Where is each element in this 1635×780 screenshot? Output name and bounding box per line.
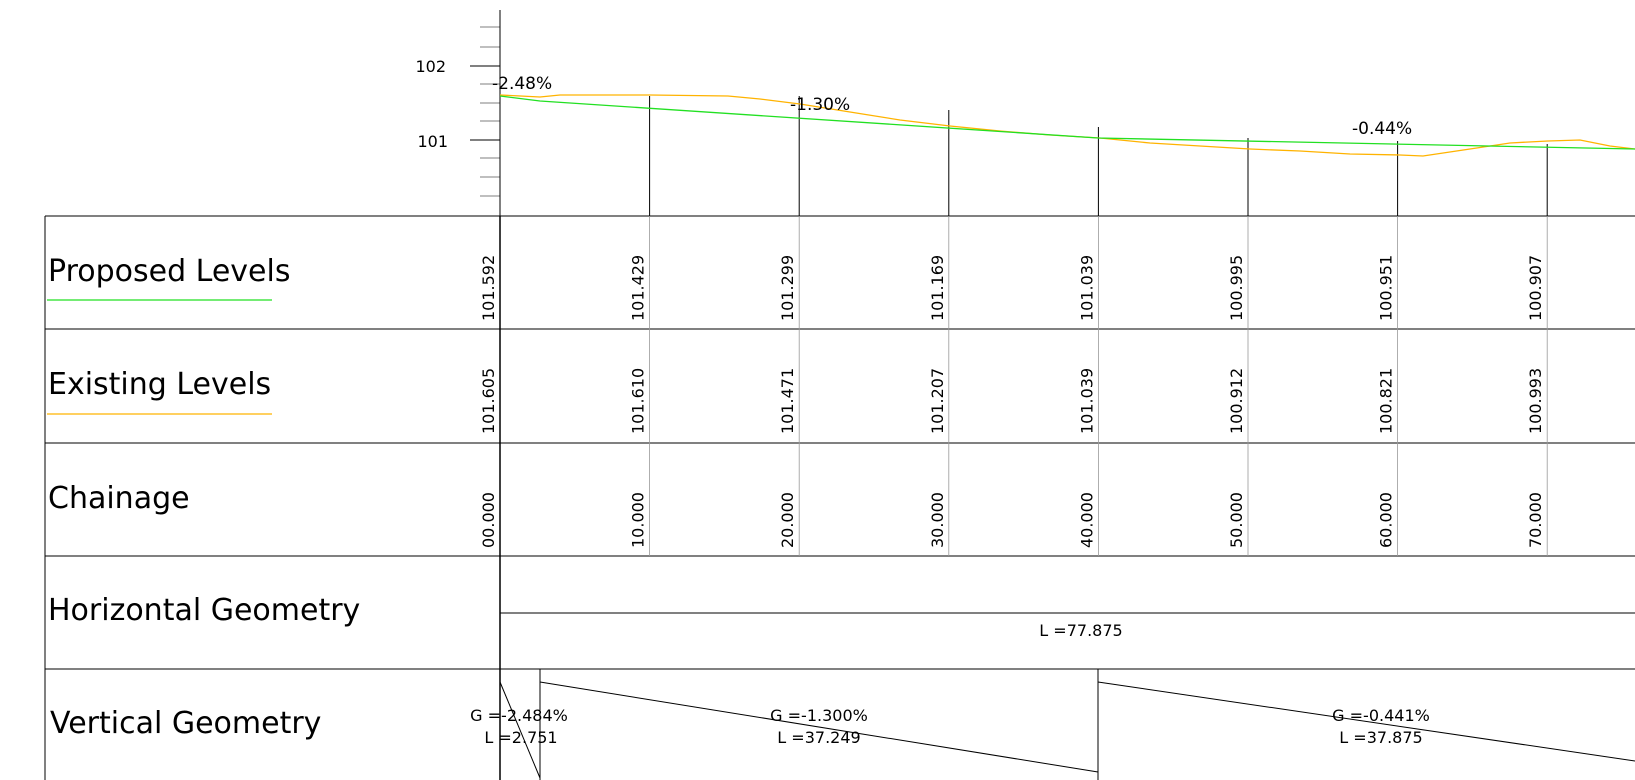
proposed-level-value: 101.429 <box>629 255 648 321</box>
existing-level-value: 100.993 <box>1526 368 1545 434</box>
chainage-value: 20.000 <box>778 492 797 548</box>
row-label-existing-levels: Existing Levels <box>48 367 271 402</box>
grade-label: -2.48% <box>492 74 552 94</box>
existing-level-value: 101.039 <box>1077 368 1096 434</box>
existing-level-value: 100.912 <box>1227 368 1246 434</box>
proposed-level-value: 101.039 <box>1077 255 1096 321</box>
chainage-value: 00.000 <box>479 492 498 548</box>
proposed-level-value: 101.299 <box>778 255 797 321</box>
grade-label: -1.30% <box>790 95 850 115</box>
chainage-value: 40.000 <box>1077 492 1096 548</box>
existing-level-value: 101.610 <box>629 368 648 434</box>
proposed-level-value: 101.592 <box>479 255 498 321</box>
vertical-geometry-grade: G =-0.441% <box>1332 706 1430 725</box>
horizontal-geometry-element: L =77.875 <box>500 612 1635 640</box>
chainage-value: 50.000 <box>1227 492 1246 548</box>
cell-dividers <box>649 216 1548 556</box>
row-label-vertical-geometry: Vertical Geometry <box>50 706 321 741</box>
existing-level-value: 101.471 <box>778 368 797 434</box>
axis-minor-ticks <box>480 26 500 197</box>
chainage-value: 70.000 <box>1526 492 1545 548</box>
proposed-level-value: 101.169 <box>928 255 947 321</box>
chainage-value: 60.000 <box>1377 492 1396 548</box>
existing-level-value: 100.821 <box>1377 368 1396 434</box>
chainage-value: 30.000 <box>928 492 947 548</box>
row-label-chainage: Chainage <box>48 481 190 516</box>
level-axis: 102 101 <box>415 10 501 216</box>
row-label-proposed-levels: Proposed Levels <box>48 254 290 289</box>
axis-tick-label-101: 101 <box>417 132 448 151</box>
horizontal-geometry-length: L =77.875 <box>1039 621 1122 640</box>
proposed-levels-line <box>499 95 1635 150</box>
vertical-geometry-grade: G =-1.300% <box>770 706 868 725</box>
proposed-level-value: 100.995 <box>1227 255 1246 321</box>
station-values: 101.592 101.605 00.000 101.429 101.610 10.000… <box>479 255 1545 548</box>
vertical-geometry-elements <box>499 669 1635 780</box>
row-label-horizontal-geometry: Horizontal Geometry <box>48 593 360 628</box>
axis-tick-label-102: 102 <box>415 57 446 76</box>
grade-label: -0.44% <box>1352 119 1412 139</box>
existing-level-value: 101.207 <box>928 368 947 434</box>
proposed-level-value: 100.907 <box>1526 255 1545 321</box>
vertical-geometry-length: L =2.751 <box>484 728 557 747</box>
proposed-level-value: 100.951 <box>1377 255 1396 321</box>
vertical-geometry-grade: G =-2.484% <box>470 706 568 725</box>
vertical-geometry-length: L =37.875 <box>1339 728 1422 747</box>
vertical-geometry-length: L =37.249 <box>777 728 860 747</box>
chainage-value: 10.000 <box>629 492 648 548</box>
existing-level-value: 101.605 <box>479 368 498 434</box>
data-table-grid <box>44 215 1635 780</box>
existing-levels-line <box>499 94 1635 157</box>
